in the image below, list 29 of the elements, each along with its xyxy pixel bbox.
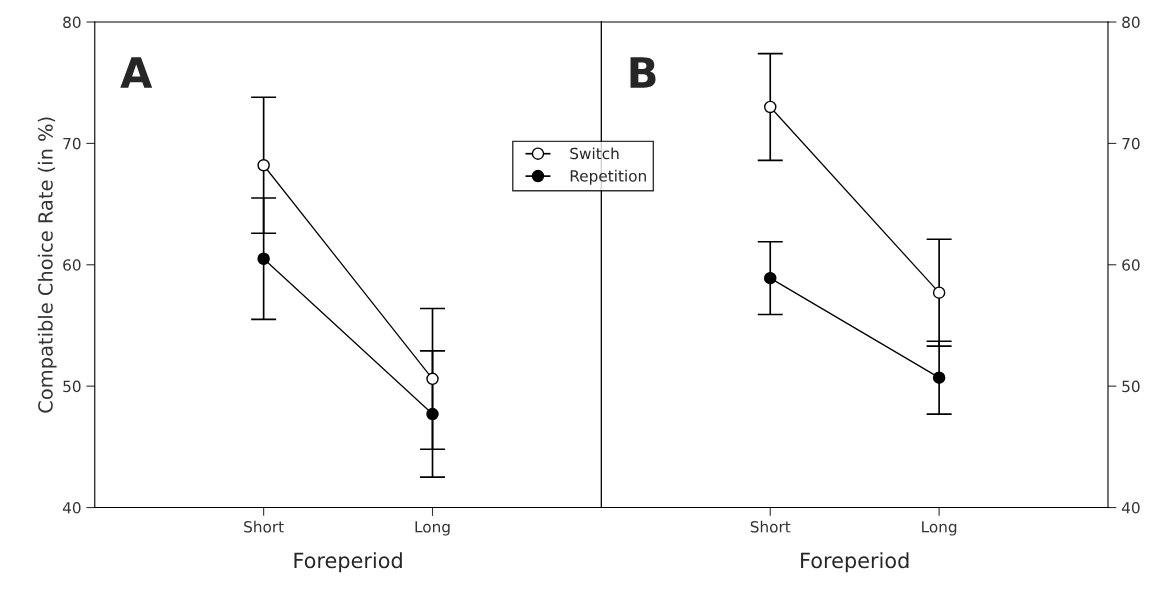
legend-label: Repetition: [570, 169, 646, 185]
x-tick-label: Short: [750, 520, 791, 533]
y-tick-label: 80: [1122, 16, 1140, 29]
x-axis-title: Foreperiod: [801, 552, 909, 573]
annotation: A: [120, 57, 153, 88]
point: [763, 271, 777, 285]
y-tick-label: 40: [1121, 502, 1140, 514]
x-tick-label: Short: [244, 520, 284, 533]
y-tick-label: 70: [63, 137, 81, 150]
point: [932, 286, 946, 299]
point: [426, 372, 439, 386]
x-tick-label: Long: [922, 521, 957, 536]
point: [257, 158, 270, 172]
y-tick-label: 40: [62, 502, 81, 514]
y-tick-label: 50: [63, 380, 81, 393]
y-tick-label: 50: [1122, 380, 1140, 393]
y-tick-label: 70: [1122, 137, 1140, 150]
annotation: B: [630, 57, 656, 88]
y-tick-label: 60: [1122, 259, 1140, 271]
point: [932, 371, 946, 384]
point: [426, 407, 439, 421]
x-tick-label: Long: [415, 521, 450, 536]
y-tick-label: 60: [63, 259, 81, 271]
point: [257, 252, 270, 265]
y-tick-label: 80: [63, 16, 81, 29]
y-axis-title: Compatible Choice Rate (in %): [37, 117, 57, 413]
point: [763, 100, 777, 114]
x-axis-title: Foreperiod: [294, 552, 402, 573]
legend-label: Switch: [570, 147, 619, 160]
